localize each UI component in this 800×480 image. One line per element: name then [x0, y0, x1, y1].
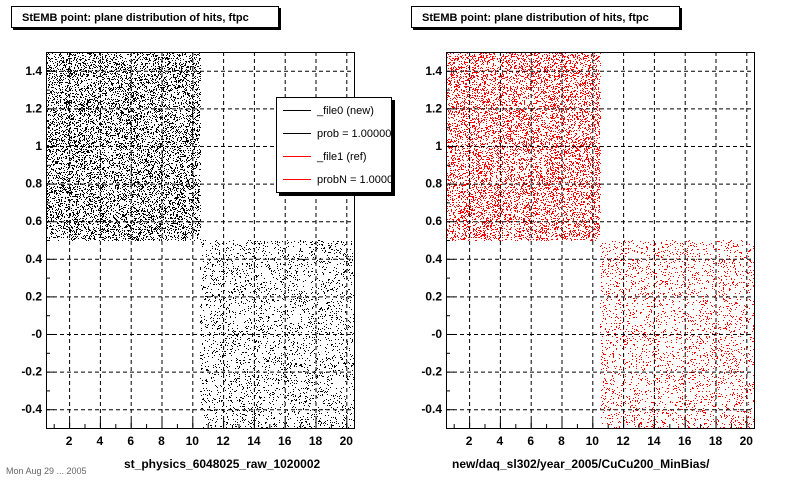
legend-line-file0 — [283, 110, 311, 111]
y-tick-label: 0.4 — [425, 252, 442, 266]
y-tick-label: -0.4 — [21, 402, 42, 416]
x-tick-label: 4 — [497, 434, 504, 448]
y-tick-label: 1.4 — [25, 64, 42, 78]
x-tick-label: 2 — [466, 434, 473, 448]
legend-entry-file0: _file0 (new) — [277, 101, 391, 121]
y-tick-label: -0 — [431, 327, 442, 341]
right-plot-title: StEMB point: plane distribution of hits,… — [411, 6, 680, 28]
legend-label-file1: _file1 (ref) — [317, 151, 367, 163]
x-tick-label: 8 — [158, 434, 165, 448]
x-tick-label: 18 — [309, 434, 323, 448]
hit-markers — [200, 240, 355, 429]
x-tick-label: 14 — [247, 434, 261, 448]
y-tick-label: 0.6 — [425, 214, 442, 228]
y-tick-label: 1 — [35, 139, 42, 153]
legend-entry-probn: probN = 1.000000 — [277, 170, 391, 190]
y-tick-label: 0.2 — [425, 289, 442, 303]
hit-markers — [46, 52, 201, 241]
axis-ticks: 2 4 6 8 10 12 14 16 18 20 -0.4 -0.2 -0 0.2 0.4 0.6 0.8 1 1… — [21, 52, 354, 448]
x-tick-label: 6 — [527, 434, 534, 448]
y-tick-label: 1.2 — [25, 101, 42, 115]
x-tick-label: 10 — [586, 434, 600, 448]
x-tick-label: 20 — [340, 434, 354, 448]
left-plot-title: StEMB point: plane distribution of hits,… — [11, 6, 279, 28]
legend-line-probn — [283, 179, 311, 180]
legend: _file0 (new) prob = 1.000000 _file1 (ref… — [276, 97, 392, 193]
y-tick-label: 1 — [435, 139, 442, 153]
plot-area — [446, 52, 754, 428]
y-tick-label: 0.8 — [425, 177, 442, 191]
legend-label-prob: prob = 1.000000 — [317, 128, 392, 140]
x-tick-label: 16 — [678, 434, 692, 448]
x-tick-label: 12 — [216, 434, 230, 448]
y-tick-label: -0.2 — [21, 365, 42, 379]
x-tick-label: 2 — [66, 434, 73, 448]
x-tick-label: 8 — [558, 434, 565, 448]
grid-lines — [446, 52, 754, 428]
y-tick-label: 0.4 — [25, 252, 42, 266]
x-tick-label: 12 — [616, 434, 630, 448]
x-tick-label: 6 — [127, 434, 134, 448]
legend-line-file1 — [283, 156, 311, 157]
left-x-axis-label: st_physics_6048025_raw_1020002 — [124, 457, 321, 471]
x-tick-label: 10 — [186, 434, 200, 448]
hit-region-1 — [200, 240, 355, 429]
y-tick-label: 0.2 — [25, 289, 42, 303]
x-tick-label: 18 — [709, 434, 723, 448]
hit-points — [46, 52, 355, 429]
right-x-axis-label: new/daq_sl302/year_2005/CuCu200_MinBias/ — [452, 457, 710, 471]
axis-ticks: 2 4 6 8 10 12 14 16 18 20 -0.4 -0.2 -0 0.2 0.4 0.6 0.8 1 1… — [421, 52, 754, 448]
y-tick-label: 1.2 — [425, 101, 442, 115]
footer-timestamp: Mon Aug 29 ... 2005 — [6, 466, 87, 476]
x-tick-label: 20 — [740, 434, 754, 448]
legend-entry-prob: prob = 1.000000 — [277, 124, 391, 144]
y-tick-label: 0.8 — [25, 177, 42, 191]
y-tick-label: -0.4 — [421, 402, 442, 416]
y-tick-label: 1.4 — [425, 64, 442, 78]
right-scatter-plot: 2 4 6 8 10 12 14 16 18 20 -0.4 -0.2 -0 0.2 0.4 0.6 0.8 1 1… — [421, 52, 755, 448]
left-scatter-plot: 2 4 6 8 10 12 14 16 18 20 -0.4 -0.2 -0 0.2 0.4 0.6 0.8 1 1… — [21, 52, 355, 448]
x-tick-label: 16 — [278, 434, 292, 448]
legend-label-probn: probN = 1.000000 — [317, 174, 392, 186]
x-tick-label: 14 — [647, 434, 661, 448]
x-tick-label: 4 — [97, 434, 104, 448]
legend-entry-file1: _file1 (ref) — [277, 147, 391, 167]
y-tick-label: -0.2 — [421, 365, 442, 379]
y-tick-label: -0 — [31, 327, 42, 341]
grid-lines — [46, 52, 354, 428]
y-tick-label: 0.6 — [25, 214, 42, 228]
legend-label-file0: _file0 (new) — [317, 105, 374, 117]
hit-region-0 — [46, 52, 201, 241]
legend-line-prob — [283, 133, 311, 134]
